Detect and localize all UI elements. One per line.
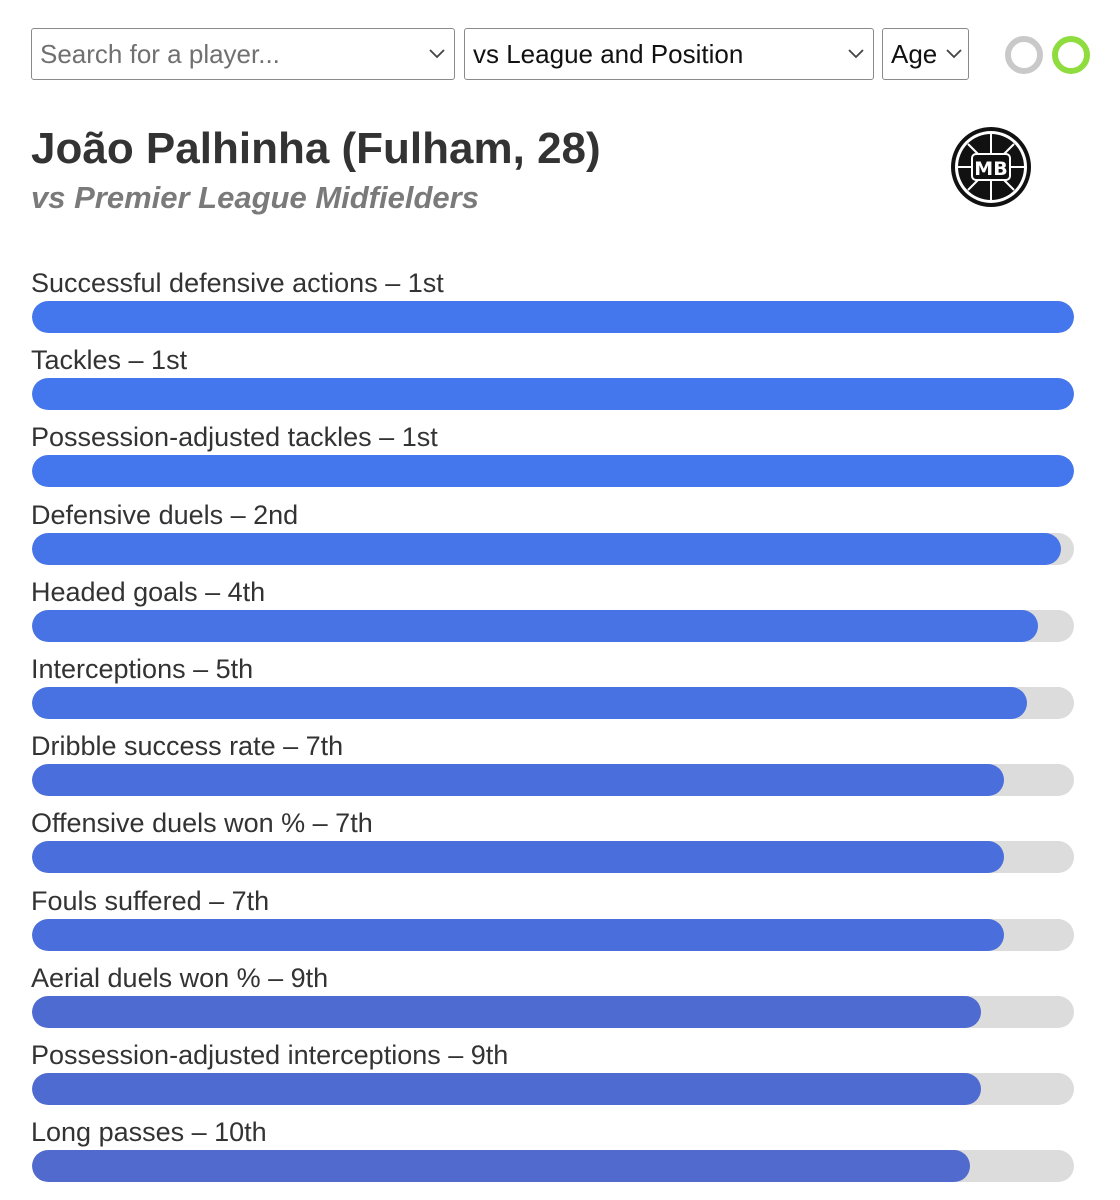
- comparison-selected-value: vs League and Position: [473, 38, 744, 69]
- metric-row: Possession-adjusted tackles – 1st: [31, 420, 1075, 497]
- metric-label: Headed goals – 4th: [31, 576, 266, 607]
- percentile-bar-track: [32, 1072, 1074, 1105]
- metric-label: Defensive duels – 2nd: [31, 499, 299, 530]
- metric-row: Offensive duels won % – 7th: [31, 806, 1075, 883]
- toggle-off-circle[interactable]: [1005, 36, 1043, 74]
- percentile-bar-track: [32, 455, 1074, 488]
- metric-label: Possession-adjusted interceptions – 9th: [31, 1039, 509, 1070]
- metric-row: Fouls suffered – 7th: [31, 884, 1075, 961]
- metric-row: Successful defensive actions – 1st: [31, 266, 1075, 343]
- percentile-bar-fill: [32, 378, 1074, 411]
- percentile-bar-track: [32, 378, 1074, 411]
- player-search-select[interactable]: Search for a player...: [31, 28, 455, 80]
- metric-label: Interceptions – 5th: [31, 653, 254, 684]
- percentile-bar-track: [32, 841, 1074, 874]
- metric-label: Aerial duels won % – 9th: [31, 962, 329, 993]
- mb-logo-text: MB: [974, 158, 1007, 180]
- percentile-bar-track: [32, 301, 1074, 333]
- percentile-bar-fill: [32, 1072, 982, 1105]
- metric-row: Possession-adjusted interceptions – 9th: [31, 1038, 1075, 1115]
- chevron-down-icon[interactable]: [940, 28, 968, 80]
- age-select[interactable]: Age: [882, 28, 969, 80]
- player-title: João Palhinha (Fulham, 28): [31, 124, 601, 173]
- metric-row: Tackles – 1st: [31, 343, 1075, 420]
- player-search-placeholder: Search for a player...: [40, 38, 280, 69]
- metric-label: Possession-adjusted tackles – 1st: [31, 422, 438, 453]
- percentile-bar-fill: [32, 841, 1005, 874]
- percentile-bar-track: [32, 609, 1074, 642]
- comparison-subtitle: vs Premier League Midfielders: [31, 180, 479, 215]
- metric-row: Defensive duels – 2nd: [31, 498, 1075, 575]
- percentile-bar-fill: [32, 764, 1005, 797]
- metric-row: Headed goals – 4th: [31, 575, 1075, 652]
- percentile-bar-fill: [32, 455, 1074, 488]
- metric-label: Offensive duels won % – 7th: [31, 808, 373, 839]
- percentile-bar-track: [32, 995, 1074, 1028]
- percentile-bar-track: [32, 686, 1074, 719]
- percentile-bar-fill: [32, 1150, 970, 1183]
- percentile-bar-track: [32, 1150, 1074, 1183]
- metric-row: Interceptions – 5th: [31, 652, 1075, 729]
- percentile-bar-fill: [32, 686, 1028, 719]
- percentile-bar-track: [32, 764, 1074, 797]
- chevron-down-icon[interactable]: [839, 28, 873, 80]
- comparison-select[interactable]: vs League and Position: [464, 28, 874, 80]
- metric-row: Aerial duels won % – 9th: [31, 961, 1075, 1038]
- percentile-bar-fill: [32, 609, 1038, 642]
- percentile-bar-track: [32, 918, 1074, 951]
- metric-label: Dribble success rate – 7th: [31, 731, 344, 762]
- metric-label: Fouls suffered – 7th: [31, 885, 270, 916]
- metric-row: Dribble success rate – 7th: [31, 729, 1075, 806]
- age-selected-value: Age: [891, 38, 938, 69]
- metric-list: Successful defensive actions – 1st Tackle…: [31, 266, 1075, 1192]
- metric-label: Successful defensive actions – 1st: [31, 268, 444, 298]
- toggle-on-circle[interactable]: [1052, 36, 1090, 74]
- metric-row: Long passes – 10th: [31, 1115, 1075, 1192]
- chevron-down-icon[interactable]: [420, 28, 454, 80]
- percentile-bar-fill: [32, 532, 1062, 565]
- percentile-bar-track: [32, 532, 1074, 565]
- metric-label: Long passes – 10th: [31, 1117, 267, 1148]
- metric-label: Tackles – 1st: [31, 345, 188, 376]
- mb-logo-icon: MB: [951, 127, 1031, 207]
- percentile-bar-fill: [32, 301, 1074, 333]
- percentile-bar-fill: [32, 995, 982, 1028]
- percentile-bar-fill: [32, 918, 1005, 951]
